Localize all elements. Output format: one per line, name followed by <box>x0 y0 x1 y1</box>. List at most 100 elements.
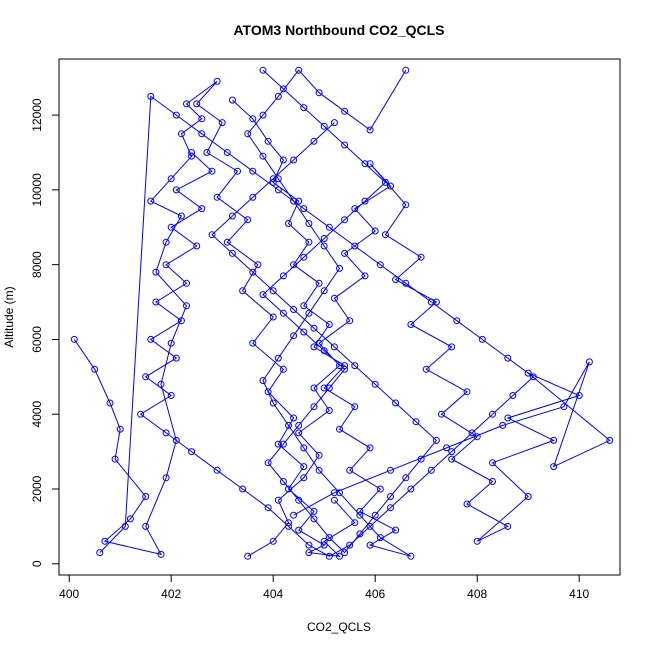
data-point <box>504 522 512 530</box>
data-point <box>392 526 400 534</box>
data-point <box>239 485 247 493</box>
data-point <box>264 388 272 396</box>
data-point <box>387 504 394 512</box>
data-point <box>473 433 481 441</box>
data-point <box>279 440 287 448</box>
data-point <box>376 261 384 269</box>
data-point <box>259 152 267 160</box>
data-point <box>116 425 124 433</box>
data-point <box>91 365 99 373</box>
data-point <box>300 463 308 471</box>
data-point <box>504 354 512 362</box>
data-point <box>366 160 374 168</box>
data-point <box>269 178 277 186</box>
data-point <box>351 519 359 527</box>
data-point <box>162 238 170 246</box>
data-point <box>279 272 287 280</box>
data-point <box>290 156 298 164</box>
data-point <box>147 92 155 100</box>
data-point <box>463 388 471 396</box>
data-point <box>320 541 328 549</box>
data-point <box>417 253 425 261</box>
data-point <box>387 182 394 190</box>
data-point <box>249 193 257 201</box>
data-point <box>290 306 298 313</box>
data-point <box>341 362 349 370</box>
y-tick-label: 2000 <box>30 475 44 502</box>
data-point <box>290 332 298 340</box>
data-point <box>529 373 537 381</box>
data-point <box>320 122 328 130</box>
data-point <box>417 455 425 463</box>
data-point <box>325 321 333 328</box>
data-point <box>213 466 221 474</box>
data-point <box>325 552 333 560</box>
y-tick-label: 8000 <box>30 251 44 278</box>
data-point <box>489 478 496 485</box>
data-point <box>305 549 313 557</box>
data-point <box>325 384 333 392</box>
data-point <box>147 197 155 205</box>
data-point <box>489 459 496 467</box>
data-point <box>274 186 282 194</box>
data-point <box>228 249 236 257</box>
data-point <box>550 463 558 471</box>
data-point <box>279 85 287 93</box>
data-point <box>443 444 451 452</box>
data-point <box>285 421 292 429</box>
data-point <box>264 137 272 145</box>
data-point <box>392 399 400 407</box>
data-point <box>438 410 445 418</box>
data-point <box>295 429 303 437</box>
data-point <box>228 212 236 220</box>
y-tick-label: 6000 <box>30 326 44 353</box>
data-point <box>524 369 532 377</box>
data-point <box>269 537 277 545</box>
data-point <box>376 534 384 542</box>
data-point <box>346 466 354 474</box>
data-point <box>402 279 410 287</box>
data-point <box>162 474 170 482</box>
data-point <box>305 309 313 317</box>
x-axis: 400 402 404 406 408 410 <box>59 574 590 601</box>
data-point <box>351 242 359 250</box>
data-point <box>606 436 614 444</box>
data-point <box>422 365 430 373</box>
data-point <box>183 100 190 108</box>
data-point <box>412 418 420 426</box>
data-point <box>325 407 333 414</box>
data-point <box>351 205 359 213</box>
data-point <box>300 444 308 452</box>
data-point <box>106 399 114 407</box>
data-point <box>432 436 440 444</box>
series-line-3 <box>99 95 535 557</box>
data-point <box>234 167 241 175</box>
data-point <box>172 186 180 194</box>
data-point <box>315 279 323 287</box>
data-point <box>366 444 374 452</box>
data-point <box>101 537 109 545</box>
data-point <box>203 149 211 156</box>
data-point <box>177 212 185 220</box>
data-point <box>336 425 343 433</box>
data-point <box>218 119 226 127</box>
data-point <box>264 504 272 512</box>
data-point <box>361 197 369 205</box>
data-point <box>509 392 517 399</box>
data-point <box>448 448 456 456</box>
data-point <box>361 272 369 280</box>
data-point <box>279 478 287 485</box>
data-point <box>300 104 308 112</box>
data-point <box>346 541 354 549</box>
data-point <box>310 507 318 515</box>
data-point <box>269 313 277 321</box>
data-point <box>305 238 313 246</box>
plot-area <box>70 66 614 560</box>
data-point <box>208 231 216 239</box>
data-point <box>336 264 343 272</box>
data-point <box>274 496 282 504</box>
data-point <box>244 552 252 560</box>
data-point <box>371 511 379 519</box>
data-point <box>167 175 175 183</box>
